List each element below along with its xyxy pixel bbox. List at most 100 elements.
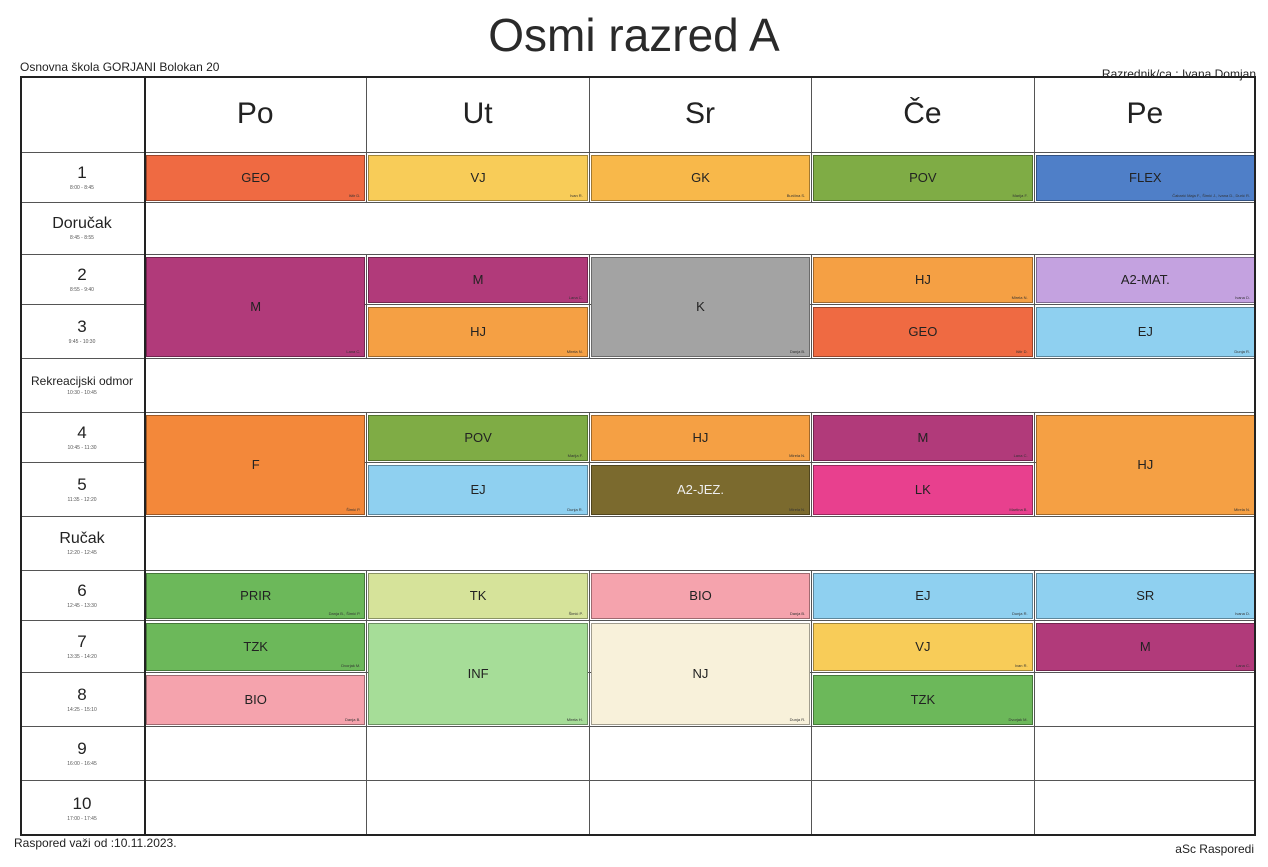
lesson-cell[interactable]: HJ Mirela N. (1035, 415, 1255, 515)
period-time: 10:45 - 11:30 (67, 445, 97, 451)
lesson-teacher: Mirela N. (1011, 295, 1028, 300)
period-cell: 3 9:45 - 10:30 (20, 304, 144, 358)
lesson-teacher: Dunja R. (789, 717, 806, 722)
period-time: 9:45 - 10:30 (68, 339, 96, 345)
lesson-teacher: Mirela N. (1233, 507, 1250, 512)
period-number: 1 (77, 163, 87, 182)
lesson-cell[interactable]: EJ Dunja R. (813, 573, 1033, 619)
lesson-cell[interactable]: VJ Ivan R. (368, 155, 588, 201)
period-cell: 10 17:00 - 17:45 (20, 780, 144, 836)
lesson-cell[interactable]: NJ Dunja R. (590, 623, 811, 725)
lesson-cell[interactable]: M Lana C. (146, 257, 366, 357)
period-cell: 1 8:00 - 8:45 (20, 152, 144, 202)
lesson-subject: GEO (908, 323, 938, 339)
lesson-subject: BIO (244, 691, 267, 707)
timetable-frame (20, 76, 1256, 836)
lesson-cell[interactable]: HJ Mirela N. (813, 257, 1033, 303)
lesson-subject: M (917, 429, 929, 445)
lesson-teacher: Lana C. (1013, 453, 1028, 458)
lesson-subject: HJ (914, 271, 931, 287)
lesson-cell[interactable]: INF Mirela H. (368, 623, 588, 725)
period-cell: 9 16:00 - 16:45 (20, 726, 144, 780)
lesson-cell[interactable]: F Šimić P. (146, 415, 366, 515)
lesson-subject: POV (464, 429, 492, 445)
lesson-cell[interactable]: LK Martina B. (813, 465, 1033, 515)
period-number: 3 (77, 317, 87, 336)
lesson-subject: GK (691, 169, 710, 185)
lesson-cell[interactable]: BIO Danja B. (146, 675, 366, 725)
lesson-cell[interactable]: M Lana C. (368, 257, 588, 303)
lesson-teacher: Lana C. (346, 349, 361, 354)
day-header: Po (236, 97, 274, 130)
period-column-divider (144, 76, 146, 836)
lesson-cell[interactable]: POV Marija F. (813, 155, 1033, 201)
lesson-subject: POV (909, 169, 937, 185)
break-label: Doručak (52, 215, 112, 232)
lesson-subject: VJ (915, 638, 931, 654)
lesson-cell[interactable]: BIO Danja B. (590, 573, 811, 619)
lesson-cell[interactable]: M Lana C. (813, 415, 1033, 461)
day-header: Sr (684, 97, 715, 130)
lesson-subject: BIO (689, 587, 712, 603)
lesson-subject: A2-JEZ. (677, 481, 724, 497)
lesson-teacher: Danja B. (789, 611, 806, 616)
lesson-teacher: Martina B. (1009, 507, 1028, 512)
lesson-subject: M (250, 298, 262, 314)
lesson-teacher: Mirela N. (789, 507, 806, 512)
lesson-cell[interactable]: A2-JEZ. Mirela N. (590, 465, 811, 515)
lesson-cell[interactable]: TZK Dvorjak M. (813, 675, 1033, 725)
timetable-grid: Po Ut Sr Če Pe 1 8:00 - 8:45 Doručak 8:45 - 8:55… (20, 76, 1256, 836)
period-number: 8 (77, 685, 87, 704)
row-divider (20, 726, 1256, 727)
lesson-cell[interactable]: A2-MAT. Ivana D. (1035, 257, 1255, 303)
lesson-subject: LK (914, 481, 931, 497)
lesson-teacher: Danja B., Šimić P. (328, 611, 361, 616)
lesson-subject: TZK (243, 638, 268, 654)
lesson-subject: M (472, 271, 484, 287)
lesson-cell[interactable]: GEO Ištir D. (146, 155, 366, 201)
lesson-teacher: Ivana D. (1235, 611, 1250, 616)
lesson-teacher: Mirela H. (566, 717, 583, 722)
lesson-teacher: Burčina S. (786, 193, 806, 198)
lesson-subject: TK (469, 587, 487, 603)
lesson-subject: F (251, 456, 260, 472)
lesson-cell[interactable]: M Lana C. (1035, 623, 1255, 671)
day-header: Pe (1126, 97, 1164, 130)
row-divider (20, 780, 1256, 781)
lesson-cell[interactable]: TK Šimić P. (368, 573, 588, 619)
lesson-cell[interactable]: GK Burčina S. (590, 155, 811, 201)
period-cell: 5 11:35 - 12:20 (20, 462, 144, 516)
school-name: Osnovna škola GORJANI Bolokan 20 (20, 60, 220, 74)
lesson-cell[interactable]: HJ Mirela N. (368, 307, 588, 357)
period-time: 14:25 - 15:10 (67, 707, 97, 713)
lesson-subject: FLEX (1129, 169, 1162, 185)
lesson-teacher: Šimić P. (568, 611, 583, 616)
lesson-teacher: Ištir D. (1016, 349, 1028, 354)
row-divider (20, 462, 1256, 463)
period-number: 10 (72, 794, 92, 813)
lesson-teacher: Čabarić Maja F., Šimić J., Ivana D., Dur… (1172, 193, 1250, 198)
period-time: 8:55 - 9:40 (70, 287, 94, 293)
lesson-cell[interactable]: HJ Mirela N. (590, 415, 811, 461)
day-header: Če (903, 97, 942, 130)
break-row (146, 517, 1254, 570)
lesson-subject: VJ (470, 169, 486, 185)
lesson-cell[interactable]: EJ Dunja R. (1035, 307, 1255, 357)
lesson-subject: HJ (1137, 456, 1154, 472)
lesson-cell[interactable]: POV Marija F. (368, 415, 588, 461)
lesson-cell[interactable]: GEO Ištir D. (813, 307, 1033, 357)
lesson-teacher: Marija F. (567, 453, 583, 458)
lesson-cell[interactable]: VJ Ivan R. (813, 623, 1033, 671)
lesson-cell[interactable]: TZK Dvorjak M. (146, 623, 366, 671)
lesson-subject: TZK (910, 691, 936, 707)
lesson-cell[interactable]: EJ Dunja R. (368, 465, 588, 515)
period-number: 5 (77, 475, 87, 494)
lesson-cell[interactable]: K Danja B. (590, 257, 811, 357)
column-divider (1033, 76, 1035, 836)
lesson-subject: EJ (1137, 323, 1153, 339)
lesson-subject: GEO (241, 169, 271, 185)
lesson-cell[interactable]: SR Ivana D. (1035, 573, 1255, 619)
lesson-subject: NJ (692, 665, 709, 681)
lesson-teacher: Ištir D. (348, 193, 361, 198)
lesson-cell[interactable]: PRIR Danja B., Šimić P. (146, 573, 366, 619)
